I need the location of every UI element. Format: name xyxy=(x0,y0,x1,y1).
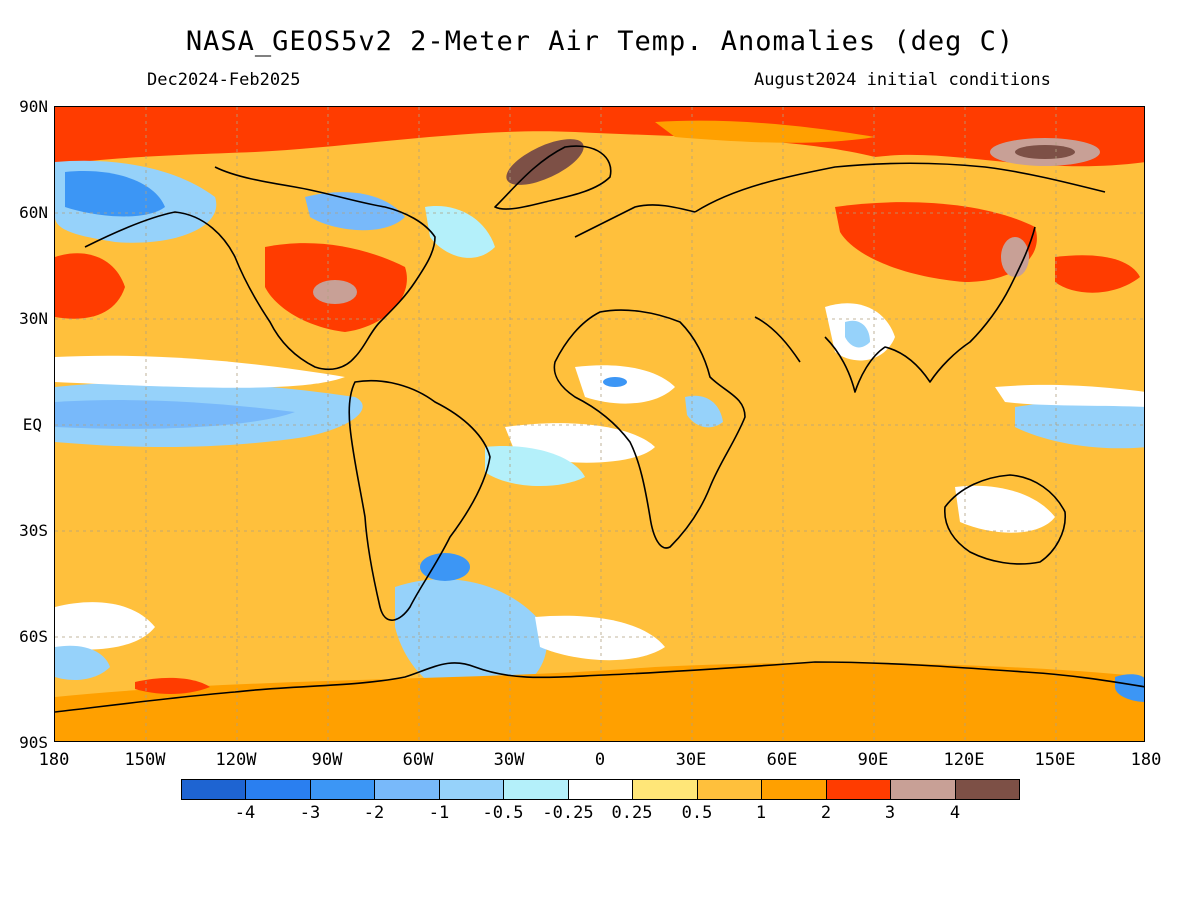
legend-swatch-5 xyxy=(439,780,505,799)
south-atlantic-cold-core xyxy=(420,553,470,581)
lon-label-120e: 120E xyxy=(943,750,985,770)
legend-swatch-12 xyxy=(891,780,956,799)
legend-label-2: 2 xyxy=(820,803,832,823)
legend-swatch-6 xyxy=(504,780,569,799)
forecast-period: Dec2024-Feb2025 xyxy=(147,70,301,90)
australia-coast xyxy=(944,474,1066,565)
legend-label-minus-2: -2 xyxy=(363,803,385,823)
lat-label-eq: EQ xyxy=(22,415,42,434)
lon-label-60e: 60E xyxy=(766,750,798,770)
lon-label-180e: 180 xyxy=(1130,750,1162,770)
map-title: NASA_GEOS5v2 2-Meter Air Temp. Anomalies… xyxy=(185,26,1015,57)
legend-swatch-4 xyxy=(375,780,440,799)
pacific-white-1 xyxy=(55,355,345,388)
lon-label-30w: 30W xyxy=(493,750,525,770)
legend-swatch-3 xyxy=(310,780,376,799)
southern-pacific-light xyxy=(55,602,155,650)
south-america-coast xyxy=(348,379,491,621)
legend-swatch-10 xyxy=(762,780,827,799)
lon-label-30e: 30E xyxy=(675,750,707,770)
lat-label-60n: 60N xyxy=(19,203,48,222)
japan-max xyxy=(1001,237,1029,277)
lon-label-90e: 90E xyxy=(857,750,889,770)
antarctic-warm xyxy=(55,662,1144,741)
southern-pacific-light-2 xyxy=(55,645,110,680)
southern-ocean-white xyxy=(535,615,665,661)
asia-coast xyxy=(694,162,1106,393)
legend-label-1: 1 xyxy=(755,803,767,823)
antarctic-red xyxy=(135,677,210,694)
greenland-max xyxy=(506,139,584,185)
legend-label-3: 3 xyxy=(884,803,896,823)
lon-label-0: 0 xyxy=(594,750,606,770)
legend-label-0-25: 0.25 xyxy=(611,803,653,823)
lat-label-30s: 30S xyxy=(19,521,48,540)
anomaly-map-canvas xyxy=(55,107,1144,741)
arctic-band xyxy=(55,107,1144,167)
legend-swatch-2 xyxy=(246,780,311,799)
lon-label-150e: 150E xyxy=(1034,750,1076,770)
east-pacific-cold-core xyxy=(55,400,295,429)
canada-cold xyxy=(305,192,405,231)
east-us-max xyxy=(313,280,357,304)
greenland-coast xyxy=(494,145,612,210)
nw-pacific-red xyxy=(1055,255,1140,293)
siberia-max-core xyxy=(1015,145,1075,159)
north-america-coast xyxy=(84,166,436,371)
lon-label-90w: 90W xyxy=(311,750,343,770)
lon-label-150w: 150W xyxy=(124,750,166,770)
legend-label-minus-4: -4 xyxy=(234,803,256,823)
legend-label-minus-3: -3 xyxy=(299,803,321,823)
india-cold xyxy=(845,320,870,348)
ne-pacific-warm xyxy=(55,253,125,319)
lon-label-60w: 60W xyxy=(402,750,434,770)
east-africa-cold xyxy=(685,395,723,428)
legend-swatch-11 xyxy=(826,780,892,799)
legend-label-minus-0-5: -0.5 xyxy=(482,803,524,823)
labrador-cold xyxy=(425,206,495,258)
anomaly-map xyxy=(54,106,1145,742)
graticule xyxy=(55,107,1144,741)
legend-swatch-9 xyxy=(697,780,763,799)
legend-label-0-5: 0.5 xyxy=(681,803,713,823)
legend-label-minus-0-25: -0.25 xyxy=(542,803,594,823)
antarctica-coast xyxy=(55,661,1144,713)
color-legend xyxy=(181,779,1020,800)
south-atlantic-light xyxy=(485,446,585,487)
west-pacific-white xyxy=(995,384,1144,407)
lon-label-120w: 120W xyxy=(215,750,257,770)
legend-swatch-8 xyxy=(633,780,698,799)
legend-swatch-13 xyxy=(955,780,1020,799)
arctic-orange-patch xyxy=(655,120,875,143)
lat-label-90n: 90N xyxy=(19,97,48,116)
antarctic-cold xyxy=(1115,674,1144,702)
legend-label-4: 4 xyxy=(949,803,961,823)
lat-label-60s: 60S xyxy=(19,627,48,646)
lat-label-90s: 90S xyxy=(19,733,48,752)
lat-label-30n: 30N xyxy=(19,309,48,328)
south-atlantic-cold xyxy=(395,579,547,702)
coastlines xyxy=(55,145,1144,713)
legend-swatch-7 xyxy=(568,780,634,799)
lon-label-180w: 180 xyxy=(38,750,70,770)
alaska-cold-core xyxy=(65,171,165,217)
africa-cold xyxy=(603,377,627,387)
europe-africa-coast xyxy=(553,204,746,549)
australia-light xyxy=(955,485,1055,533)
legend-label-minus-1: -1 xyxy=(428,803,450,823)
north-asia-warm xyxy=(835,202,1037,282)
legend-swatch-1 xyxy=(182,780,247,799)
initial-conditions: August2024 initial conditions xyxy=(754,70,1051,90)
